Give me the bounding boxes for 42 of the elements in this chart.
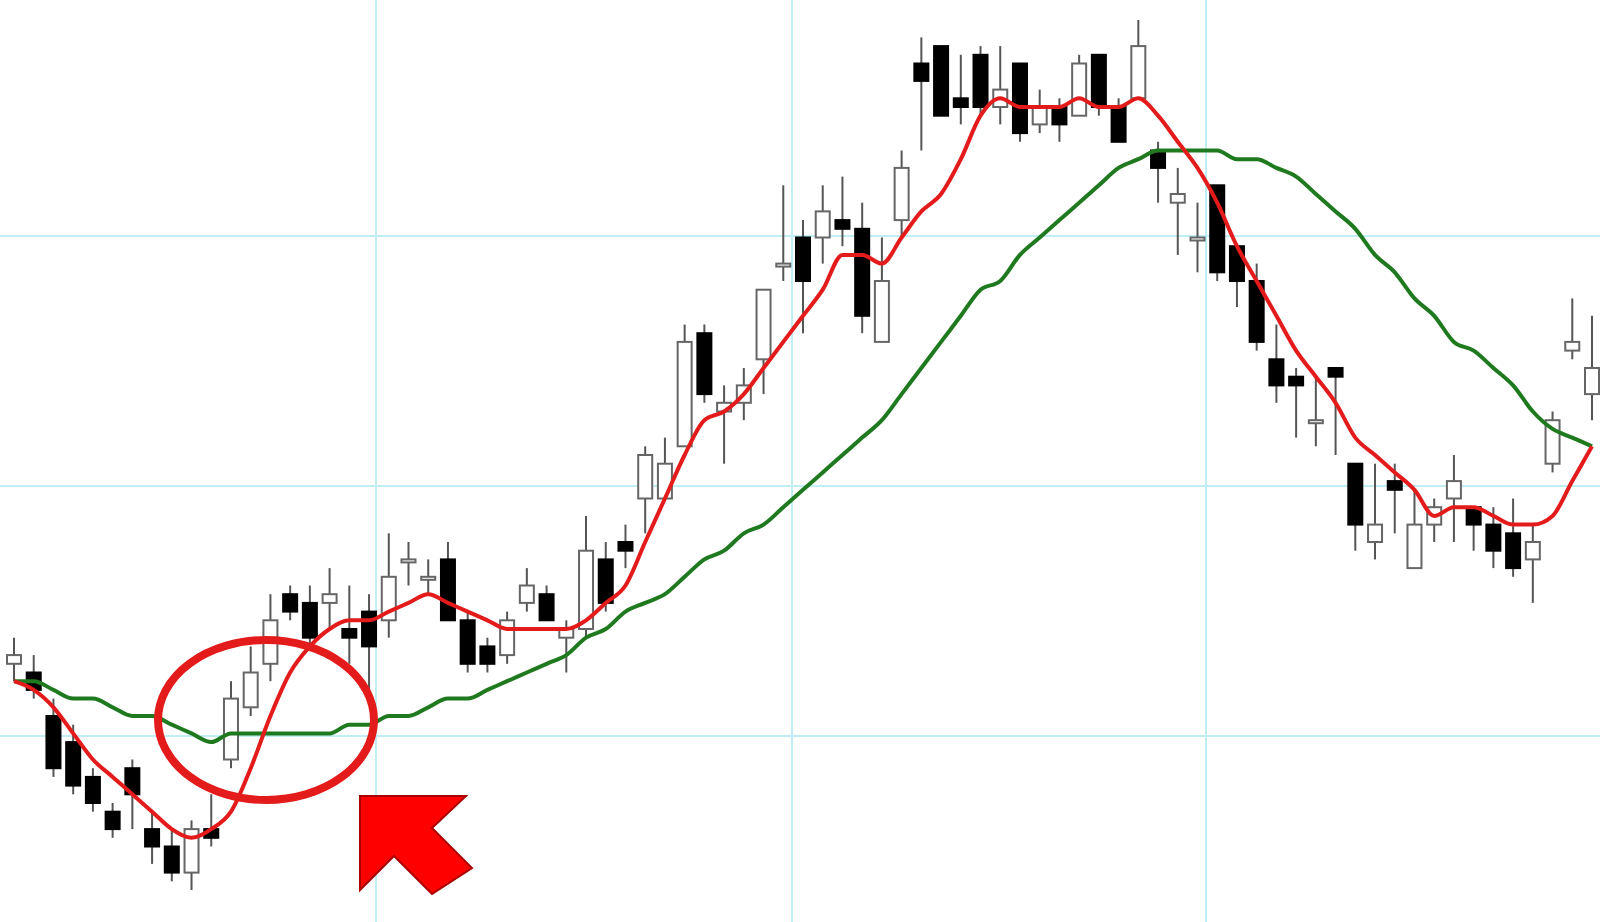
candlestick [538, 584, 555, 622]
candlestick [1544, 410, 1561, 474]
candlestick [104, 802, 121, 839]
candlestick [1564, 297, 1581, 361]
candlestick [6, 636, 22, 683]
candlestick [952, 53, 969, 126]
candlestick [1169, 166, 1186, 256]
candlestick [420, 558, 437, 596]
candlestick [1189, 201, 1206, 274]
candlestick [814, 184, 831, 265]
candlestick [795, 219, 811, 335]
candlestick [341, 584, 358, 665]
candlestick [1288, 367, 1305, 439]
candlestick [597, 541, 614, 613]
candlestick [1327, 367, 1344, 456]
candlestick [1268, 323, 1285, 404]
candlestick [1406, 488, 1423, 570]
candlestick [380, 532, 397, 639]
candlestick [1505, 497, 1522, 578]
candlestick [65, 723, 82, 796]
candlestick [518, 567, 535, 613]
candlestick [84, 767, 101, 813]
candlestick [617, 523, 634, 570]
candlestick [301, 584, 318, 648]
candlestick [400, 541, 417, 587]
candlestick [1386, 462, 1403, 535]
candlestick [1307, 375, 1324, 448]
candlestick [321, 567, 338, 630]
candlestick [775, 184, 792, 282]
candlestick [499, 610, 516, 665]
candlestick [242, 645, 259, 717]
candlestick [1445, 454, 1462, 543]
candlestick [282, 584, 299, 622]
candlestick [1367, 462, 1384, 561]
candlestick [144, 810, 161, 865]
candlestick [183, 819, 200, 891]
candlestick [913, 36, 930, 152]
candlestick [834, 175, 851, 248]
candlestick [1524, 523, 1541, 604]
candlestick [163, 828, 180, 883]
candlestick [637, 445, 654, 535]
candlestick [1110, 97, 1127, 143]
